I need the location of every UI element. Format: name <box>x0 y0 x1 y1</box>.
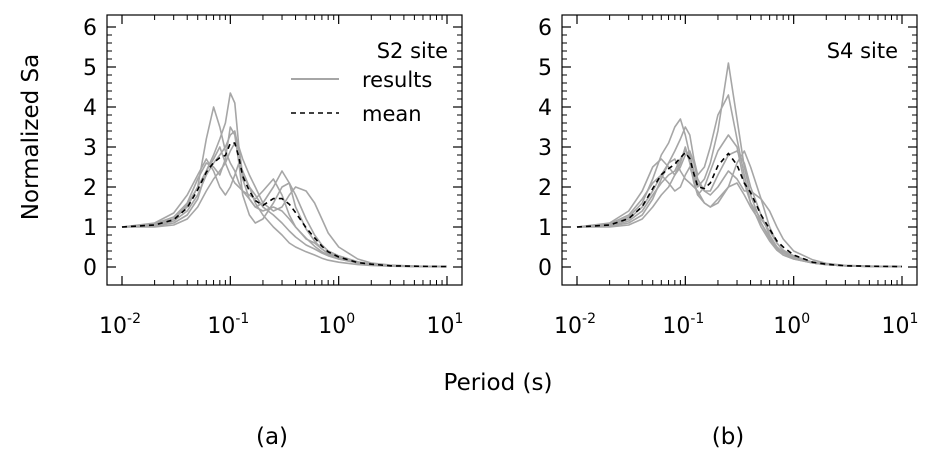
x-tick-label: 100 <box>773 311 810 339</box>
x-tick-label: 101 <box>427 311 464 339</box>
x-tick-label: 100 <box>318 311 355 339</box>
legend-results-label: results <box>362 68 432 92</box>
panel-label: (a) <box>256 424 288 450</box>
plot-frame <box>106 14 463 286</box>
major-ticks <box>107 15 462 285</box>
x-tick-label: 10-2 <box>99 311 141 339</box>
y-tick-label: 5 <box>538 56 552 81</box>
major-ticks <box>562 15 917 285</box>
x-tick-labels: 10-2 10-1 100 101 <box>554 311 918 339</box>
y-tick-label: 4 <box>83 96 97 121</box>
result-line <box>576 150 903 268</box>
y-tick-label: 5 <box>83 56 97 81</box>
site-label: S2 site <box>377 39 448 63</box>
result-line <box>576 94 903 268</box>
mean-line <box>576 151 903 268</box>
panel-label: (b) <box>712 424 745 450</box>
x-tick-label: 10-2 <box>554 311 596 339</box>
plot-frame <box>561 14 918 286</box>
y-tick-label: 3 <box>83 136 97 161</box>
mean-line <box>121 142 448 268</box>
y-tick-label: 4 <box>538 96 552 121</box>
x-tick-label: 101 <box>882 311 919 339</box>
y-axis-label: Normalized Sa <box>18 54 44 220</box>
result-lines <box>121 92 448 268</box>
result-line <box>121 130 448 268</box>
minor-ticks <box>107 15 462 285</box>
y-tick-labels: 0 1 2 3 4 5 6 <box>538 16 552 281</box>
legend-mean-label: mean <box>362 102 422 126</box>
minor-ticks <box>562 15 917 285</box>
y-tick-label: 6 <box>538 16 552 41</box>
mean-line-group <box>121 142 448 268</box>
result-line <box>121 126 448 268</box>
result-line <box>576 62 903 268</box>
x-tick-label: 10-1 <box>207 311 249 339</box>
x-tick-labels: 10-2 10-1 100 101 <box>99 311 463 339</box>
result-line <box>577 150 903 268</box>
y-tick-label: 3 <box>538 136 552 161</box>
y-tick-label: 2 <box>538 176 552 201</box>
y-tick-label: 1 <box>83 216 97 241</box>
y-tick-label: 0 <box>538 256 552 281</box>
result-lines <box>576 62 903 268</box>
x-axis-label: Period (s) <box>444 370 553 396</box>
legend: results mean <box>291 68 432 126</box>
mean-line-group <box>576 151 903 268</box>
y-tick-label: 2 <box>83 176 97 201</box>
result-line <box>576 150 903 268</box>
y-tick-labels: 0 1 2 3 4 5 6 <box>83 16 97 281</box>
result-line <box>122 142 448 268</box>
y-tick-label: 6 <box>83 16 97 41</box>
result-line <box>121 146 448 268</box>
site-label: S4 site <box>827 39 898 63</box>
result-line <box>121 106 448 268</box>
result-line <box>576 158 903 268</box>
y-tick-label: 1 <box>538 216 552 241</box>
panel-b: 0 1 2 3 4 5 6 10-2 10-1 100 101 S4 site (b) <box>538 14 918 450</box>
x-tick-label: 10-1 <box>662 311 704 339</box>
y-tick-label: 0 <box>83 256 97 281</box>
panel-a: 0 1 2 3 4 5 6 10-2 10-1 100 101 S2 site results m… <box>83 14 463 450</box>
